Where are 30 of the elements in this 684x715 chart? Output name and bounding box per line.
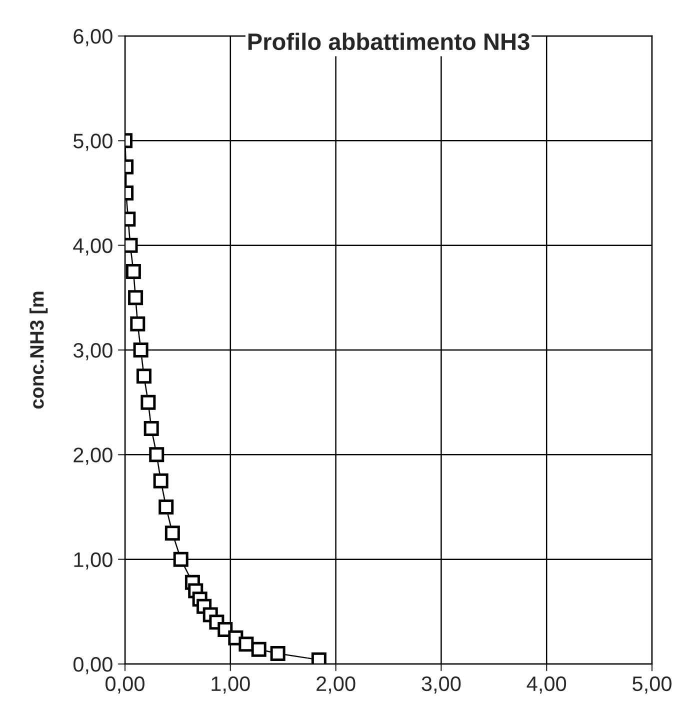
point (173, 552, 188, 567)
point (153, 473, 168, 488)
y-tick-label: 2,00 (74, 448, 112, 465)
point (126, 264, 141, 279)
point (158, 500, 174, 514)
x-tick-label: 5,00 (632, 676, 672, 694)
point (130, 316, 146, 332)
point (128, 290, 144, 306)
point (144, 421, 159, 436)
point (149, 447, 164, 462)
x-tick-label: 3,00 (422, 676, 461, 694)
y-tick-label: 5,00 (73, 134, 112, 151)
chart-title: Profilo abbattimento NH3 (248, 32, 530, 50)
x-tick-label: 2,00 (316, 676, 356, 694)
point (270, 646, 286, 662)
y-tick-label: 3,00 (73, 343, 112, 360)
point (251, 642, 266, 657)
y-axis-title: conc.NH3 [m (30, 292, 48, 409)
y-tick-label: 4,00 (73, 238, 112, 256)
y-tick-label: 0,00 (73, 657, 112, 674)
y-tick-label: 6,00 (74, 29, 112, 46)
point (140, 394, 156, 410)
point (136, 368, 152, 384)
point (238, 636, 254, 652)
y-tick-label: 1,00 (74, 552, 112, 570)
point (164, 526, 180, 541)
point (133, 342, 148, 358)
x-tick-label: 0,00 (106, 676, 144, 694)
x-tick-label: 4,00 (526, 676, 566, 694)
x-tick-label: 1,00 (212, 676, 250, 694)
